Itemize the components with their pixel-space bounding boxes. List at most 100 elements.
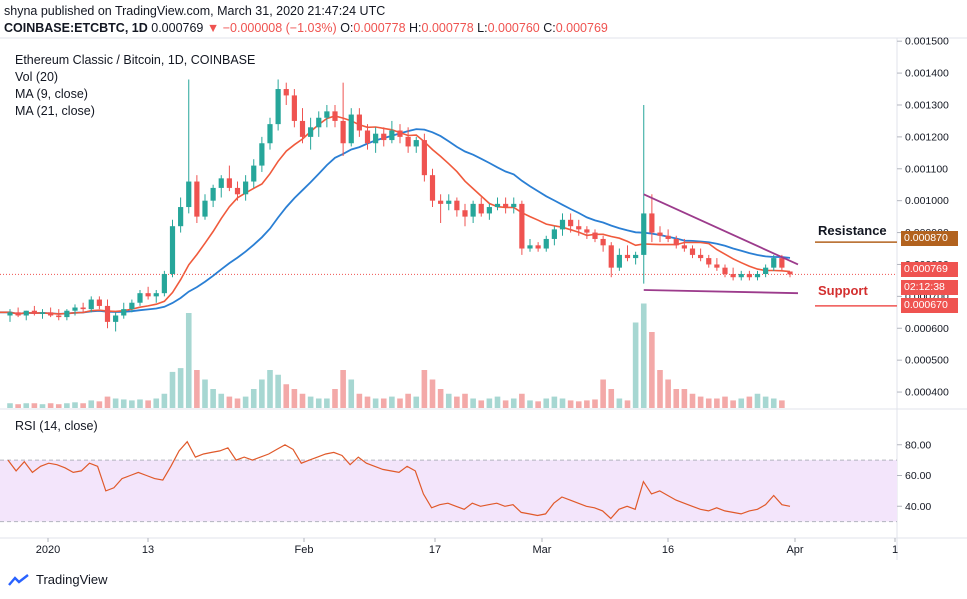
candle[interactable]	[316, 111, 322, 137]
candle[interactable]	[15, 307, 21, 318]
candle[interactable]	[267, 117, 273, 150]
candle[interactable]	[104, 299, 111, 329]
candle[interactable]	[356, 108, 362, 137]
candle[interactable]	[275, 79, 281, 131]
candle[interactable]	[592, 229, 598, 243]
candle[interactable]	[584, 226, 590, 239]
candle[interactable]	[486, 203, 492, 220]
candle[interactable]	[88, 296, 94, 313]
candle[interactable]	[503, 197, 509, 214]
candle[interactable]	[738, 270, 744, 281]
candle[interactable]	[771, 254, 777, 271]
candle[interactable]	[576, 219, 582, 236]
candle[interactable]	[299, 108, 306, 144]
candle[interactable]	[194, 175, 200, 223]
candle[interactable]	[511, 197, 517, 214]
candle[interactable]	[657, 226, 663, 243]
candle[interactable]	[324, 104, 330, 128]
candle[interactable]	[340, 82, 346, 157]
candle[interactable]	[454, 197, 460, 217]
candle[interactable]	[210, 184, 216, 208]
candle[interactable]	[746, 270, 752, 281]
candle[interactable]	[129, 299, 135, 313]
candle[interactable]	[291, 89, 297, 128]
candle[interactable]	[389, 120, 395, 144]
candle[interactable]	[80, 302, 86, 313]
candle[interactable]	[551, 226, 557, 246]
candle[interactable]	[145, 286, 151, 300]
candle[interactable]	[48, 307, 54, 318]
legend-ma9[interactable]: MA (9, close)	[15, 87, 88, 101]
candle[interactable]	[308, 117, 314, 150]
candle[interactable]	[373, 127, 379, 153]
candle[interactable]	[559, 213, 566, 236]
candle[interactable]	[39, 309, 46, 319]
candle[interactable]	[673, 235, 679, 249]
candle[interactable]	[218, 175, 224, 198]
candle[interactable]	[763, 264, 769, 278]
candle[interactable]	[689, 245, 696, 259]
candle[interactable]	[364, 124, 371, 150]
candle[interactable]	[243, 175, 249, 201]
candle[interactable]	[405, 127, 411, 153]
candle[interactable]	[722, 264, 728, 278]
candle[interactable]	[787, 271, 793, 278]
candle[interactable]	[527, 238, 533, 252]
candle[interactable]	[714, 258, 720, 271]
candle[interactable]	[23, 310, 29, 321]
candle[interactable]	[186, 79, 192, 214]
candle[interactable]	[519, 200, 525, 255]
legend-rsi[interactable]: RSI (14, close)	[15, 419, 98, 433]
candle[interactable]	[332, 104, 338, 128]
candle[interactable]	[234, 181, 241, 201]
candle[interactable]	[251, 159, 257, 188]
candle[interactable]	[478, 197, 484, 217]
candle[interactable]	[535, 242, 541, 252]
candle[interactable]	[616, 248, 622, 271]
footer-brand[interactable]: TradingView	[8, 572, 108, 587]
candle[interactable]	[698, 248, 704, 262]
price-pane[interactable]	[0, 38, 897, 408]
candle[interactable]	[608, 242, 614, 278]
candle[interactable]	[113, 312, 119, 332]
candle[interactable]	[169, 219, 176, 278]
candle[interactable]	[470, 200, 476, 223]
candle[interactable]	[72, 304, 78, 316]
candle[interactable]	[649, 194, 655, 243]
candle[interactable]	[446, 194, 452, 211]
candle[interactable]	[429, 168, 436, 208]
candle[interactable]	[494, 197, 501, 211]
candle[interactable]	[7, 309, 13, 322]
candle[interactable]	[348, 108, 354, 147]
candle[interactable]	[64, 309, 70, 321]
candle[interactable]	[754, 270, 761, 281]
candle[interactable]	[413, 136, 419, 153]
candle[interactable]	[633, 251, 639, 265]
candle[interactable]	[137, 289, 143, 306]
candle[interactable]	[568, 213, 574, 233]
candle[interactable]	[283, 82, 289, 105]
candle[interactable]	[381, 127, 387, 147]
candle[interactable]	[624, 245, 631, 262]
legend-volume[interactable]: Vol (20)	[15, 70, 59, 84]
candle[interactable]	[397, 124, 403, 144]
candle[interactable]	[202, 194, 208, 220]
candle[interactable]	[121, 302, 127, 319]
candle[interactable]	[259, 136, 265, 172]
candle[interactable]	[730, 267, 736, 281]
candle[interactable]	[600, 235, 606, 252]
candle[interactable]	[226, 165, 232, 192]
candle[interactable]	[438, 194, 444, 223]
candle[interactable]	[665, 229, 671, 243]
candle[interactable]	[56, 309, 62, 321]
legend-ma21[interactable]: MA (21, close)	[15, 104, 95, 118]
candle[interactable]	[96, 296, 102, 310]
candle[interactable]	[31, 305, 37, 316]
candle[interactable]	[178, 197, 184, 233]
candle[interactable]	[161, 270, 167, 297]
candle[interactable]	[706, 254, 712, 268]
candle[interactable]	[421, 133, 427, 182]
candle[interactable]	[543, 235, 549, 252]
candle[interactable]	[462, 203, 468, 227]
